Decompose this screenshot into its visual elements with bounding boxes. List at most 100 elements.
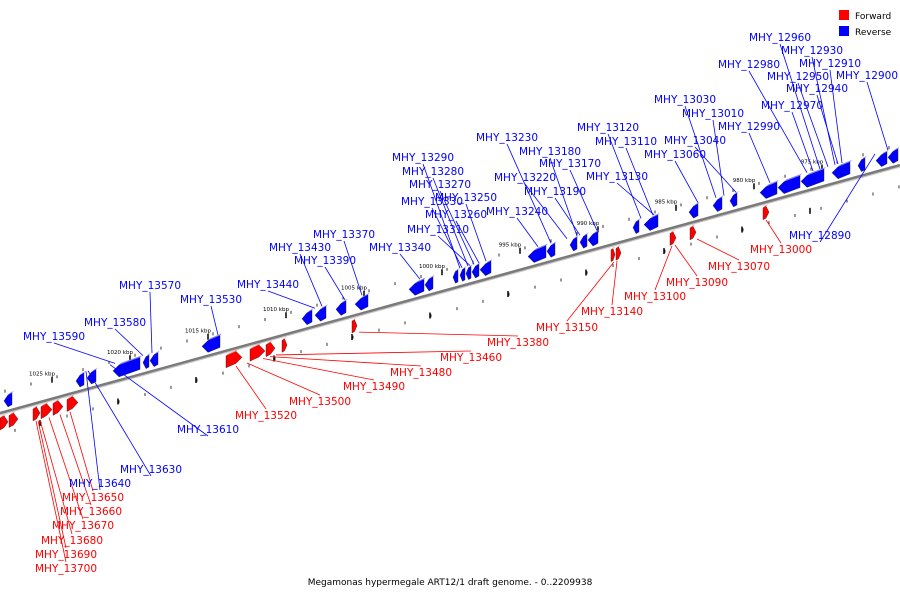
gene-arrow-bevel xyxy=(462,265,467,270)
reverse-gene-arrow xyxy=(579,233,588,249)
reverse-gene-arrow xyxy=(3,392,13,408)
legend: Forward Reverse xyxy=(839,10,892,38)
label-connector xyxy=(455,220,480,264)
gene-arrow-bevel xyxy=(636,217,641,222)
ruler-label: 995 kbp xyxy=(499,242,522,248)
reverse-gene-arrow xyxy=(875,151,888,167)
label-connector xyxy=(829,69,843,164)
reverse-gene-label: MHY_12930 xyxy=(781,45,843,57)
reverse-gene-arrow xyxy=(632,219,640,234)
gene-arrow-bevel xyxy=(766,179,779,187)
reverse-gene-arrow xyxy=(643,214,659,231)
gene-arrow-bevel xyxy=(693,201,700,207)
reverse-gene-label: MHY_12960 xyxy=(749,32,811,44)
label-connector xyxy=(69,411,94,492)
gene-arrow-bevel xyxy=(415,277,426,284)
reverse-gene-label: MHY_13390 xyxy=(294,255,356,267)
label-connector xyxy=(554,197,581,236)
label-connector xyxy=(748,132,771,184)
gene-arrow-bevel xyxy=(146,352,151,357)
reverse-gene-label: MHY_13640 xyxy=(69,478,131,490)
gene-arrow-bevel xyxy=(650,212,660,219)
gene-arrow-bevel xyxy=(41,401,49,407)
ruler-label: 1005 kbp xyxy=(341,285,367,291)
label-connector xyxy=(431,207,463,268)
label-connector xyxy=(625,147,654,216)
gene-arrow-bevel xyxy=(341,298,348,304)
reverse-gene-arrow xyxy=(335,300,347,316)
ruler-label: 1015 kbp xyxy=(185,328,211,334)
label-connector xyxy=(114,328,144,356)
reverse-gene-arrow xyxy=(354,294,369,311)
reverse-gene-label: MHY_13060 xyxy=(644,149,706,161)
reverse-gene-label: MHY_13040 xyxy=(664,135,726,147)
label-connector xyxy=(816,94,839,165)
label-connector xyxy=(48,417,84,520)
reverse-gene-arrow xyxy=(75,372,85,388)
gene-arrow-bevel xyxy=(475,262,481,266)
reverse-gene-label: MHY_12950 xyxy=(767,71,829,83)
label-connector xyxy=(53,342,116,364)
label-connector xyxy=(694,146,737,193)
ruler-label: 980 kbp xyxy=(733,178,756,184)
reverse-gene-arrow xyxy=(800,168,825,188)
reverse-gene-label: MHY_13430 xyxy=(269,242,331,254)
label-connector xyxy=(85,371,101,491)
forward-gene-arrow xyxy=(281,338,288,353)
label-connector xyxy=(684,105,717,198)
reverse-gene-arrow xyxy=(314,305,327,322)
forward-gene-arrow xyxy=(610,248,616,263)
reverse-gene-arrow xyxy=(142,354,150,369)
gene-arrow-bevel xyxy=(154,350,160,355)
forward-gene-label: MHY_13680 xyxy=(41,535,103,547)
label-connector xyxy=(149,291,153,354)
forward-gene-arrow xyxy=(40,403,53,420)
reverse-gene-arrow xyxy=(831,161,851,180)
reverse-gene-label: MHY_13310 xyxy=(407,224,469,236)
gene-arrow-bevel xyxy=(784,173,802,182)
legend-reverse-label: Reverse xyxy=(855,28,892,38)
gene-arrow-bevel xyxy=(838,159,852,167)
reverse-gene-arrow xyxy=(569,236,578,252)
reverse-gene-label: MHY_13530 xyxy=(180,294,242,306)
reverse-gene-label: MHY_13120 xyxy=(577,122,639,134)
label-connector xyxy=(439,190,475,265)
label-connector xyxy=(87,370,152,477)
forward-gene-arrow xyxy=(66,396,79,412)
label-connector xyxy=(866,81,889,151)
gene-arrows xyxy=(0,146,900,431)
ruler-label: 990 kbp xyxy=(577,221,600,227)
forward-gene-label: MHY_13100 xyxy=(624,291,686,303)
forward-gene-label: MHY_13150 xyxy=(536,322,598,334)
genome-backbone xyxy=(0,163,900,416)
label-connector xyxy=(210,305,219,336)
ruler-label: 985 kbp xyxy=(655,200,678,206)
label-connector xyxy=(791,111,814,172)
gene-arrow-bevel xyxy=(119,355,142,365)
label-connector xyxy=(611,260,618,306)
gene-arrow-bevel xyxy=(593,229,600,235)
forward-gene-label: MHY_13700 xyxy=(35,563,97,575)
label-connector xyxy=(516,217,539,248)
label-connector xyxy=(358,331,519,337)
reverse-gene-label: MHY_13030 xyxy=(654,94,716,106)
forward-gene-arrow xyxy=(265,341,276,358)
reverse-gene-arrow xyxy=(452,269,459,284)
label-connector xyxy=(324,266,346,301)
reverse-gene-label: MHY_13610 xyxy=(177,424,239,436)
legend-forward-label: Forward xyxy=(855,12,891,22)
label-connector xyxy=(811,56,836,166)
gene-arrow-bevel xyxy=(717,195,724,200)
label-connector xyxy=(569,169,598,231)
reverse-gene-label: MHY_12910 xyxy=(799,58,861,70)
forward-gene-label: MHY_13380 xyxy=(487,337,549,349)
forward-gene-label: MHY_13140 xyxy=(581,306,643,318)
gene-arrow-bevel xyxy=(53,398,60,404)
forward-gene-label: MHY_13000 xyxy=(750,244,812,256)
label-connector xyxy=(299,253,323,307)
forward-gene-label: MHY_13650 xyxy=(62,492,124,504)
reverse-gene-label: MHY_13580 xyxy=(84,317,146,329)
reverse-gene-arrow xyxy=(479,260,492,277)
ruler-label: 1010 kbp xyxy=(263,307,289,313)
